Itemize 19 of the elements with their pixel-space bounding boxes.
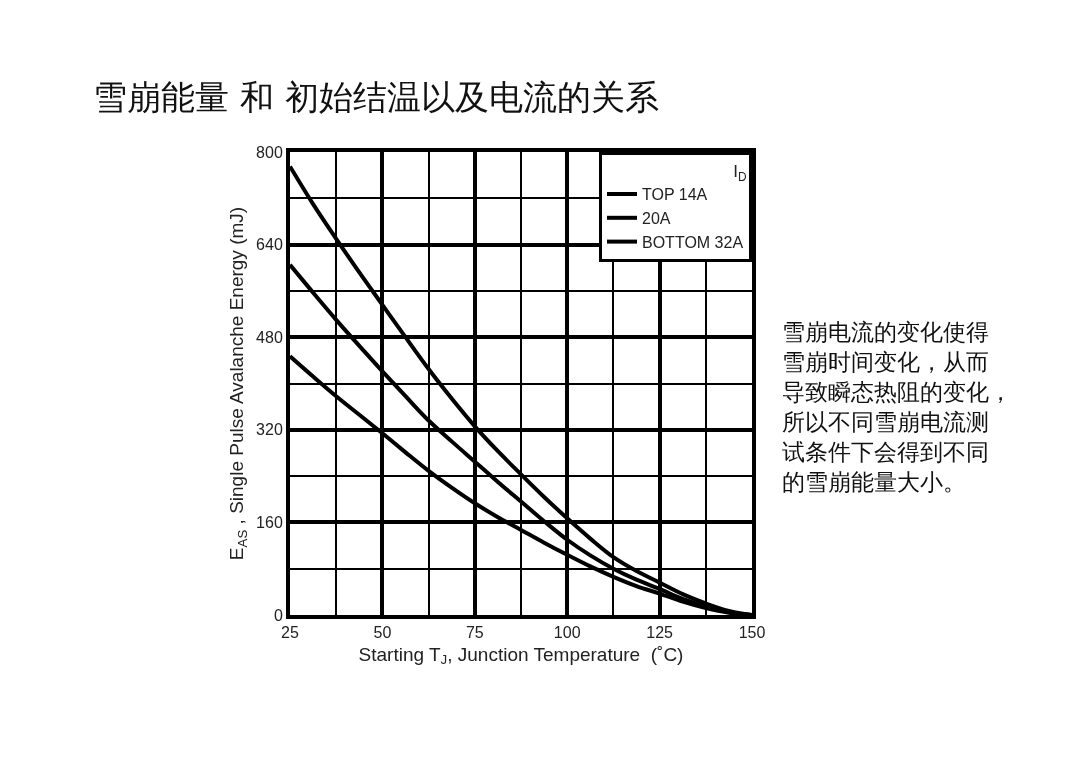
x-tick-label: 75 [465, 624, 484, 642]
y-tick-label: 480 [256, 328, 283, 346]
chart-title: 雪崩能量 和 初始结温以及电流的关系 [93, 76, 659, 117]
y-tick-label: 320 [256, 421, 283, 439]
y-tick-label: 160 [256, 514, 283, 531]
x-tick-label: 25 [281, 624, 299, 642]
legend-label: BOTTOM 32A [642, 233, 744, 251]
legend-title: I$_{D}$ [733, 162, 747, 184]
x-tick-label: 150 [738, 624, 766, 642]
y-tick-label: 640 [256, 236, 283, 254]
legend-label: TOP 14A [642, 186, 708, 204]
x-tick-label: 125 [646, 624, 674, 642]
y-tick-label: 800 [256, 143, 283, 161]
x-tick-label: 100 [553, 624, 581, 642]
text: 雪崩电流的变化使得雪崩时间变化，从而导致瞬态热阻的变化，所以不同雪崩电流测试条件下会得到不同的雪崩能量大小。 [782, 319, 1012, 495]
x-tick-label: 50 [373, 624, 392, 642]
legend-label: 20A [642, 210, 671, 228]
x-axis-title: Starting T$_{J}$, Junction Temperature (˚C) [358, 643, 684, 668]
y-tick-label: 0 [273, 606, 283, 624]
